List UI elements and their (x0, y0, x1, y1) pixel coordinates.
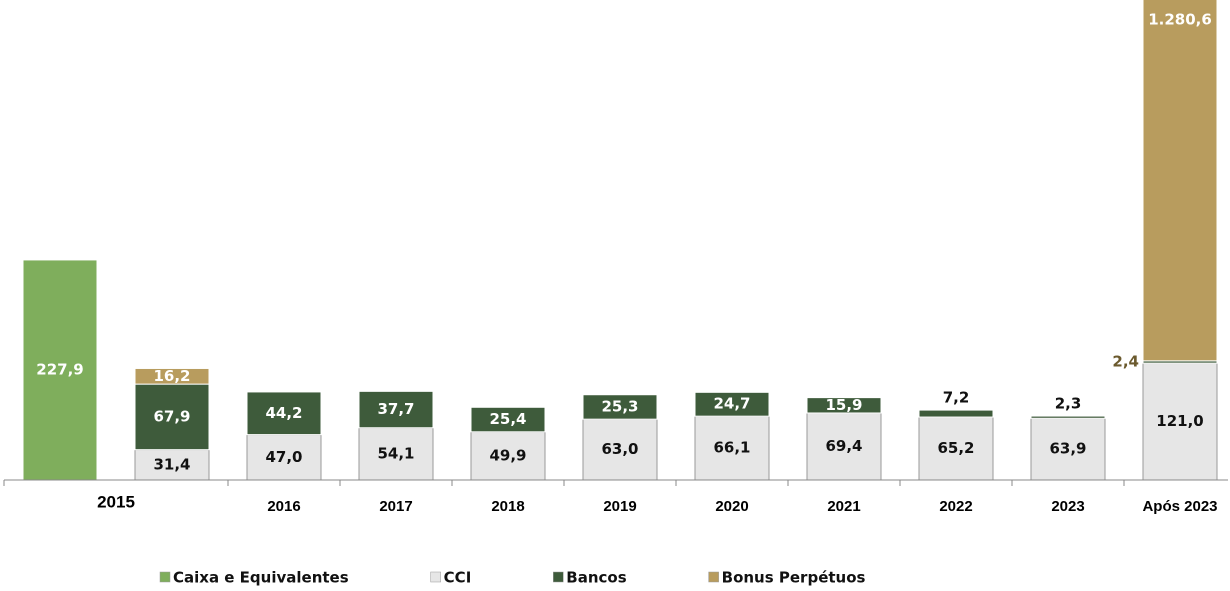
x-tick-label: 2015 (97, 492, 135, 511)
bar-segment (134, 449, 210, 480)
legend-swatch (553, 571, 564, 583)
legend-swatch (430, 571, 441, 583)
bar-segment (806, 412, 882, 480)
data-label: 25,3 (601, 397, 638, 415)
bar-segment (134, 367, 210, 385)
bar-segment (470, 406, 546, 433)
legend-label: CCI (444, 569, 472, 587)
x-tick-label: 2019 (603, 498, 636, 515)
bar-segment (358, 390, 434, 429)
x-tick-label: 2017 (379, 498, 412, 515)
bar-segment (22, 259, 98, 480)
data-label: 2,4 (1112, 352, 1139, 370)
bar-segment (470, 431, 546, 480)
data-label: 24,7 (713, 395, 750, 413)
bar-segment (918, 409, 994, 418)
bar-segment (1030, 415, 1106, 419)
x-tick-label: 2022 (939, 498, 972, 515)
x-tick-label: Após 2023 (1142, 498, 1217, 515)
data-label: 63,0 (601, 440, 638, 458)
data-label: 2,3 (1055, 395, 1082, 413)
data-label: 65,2 (937, 439, 974, 457)
bar-segment (1142, 0, 1218, 362)
data-label: 49,9 (489, 446, 526, 464)
data-label: 63,9 (1049, 440, 1086, 458)
bar-segment (1030, 417, 1106, 480)
bar-segment (246, 391, 322, 436)
data-label: 69,4 (825, 437, 862, 455)
x-tick-label: 2016 (267, 498, 300, 515)
data-label: 37,7 (377, 400, 414, 418)
legend-swatch (708, 571, 719, 583)
data-label: 47,0 (265, 448, 302, 466)
x-tick-label: 2020 (715, 498, 748, 515)
x-tick-label: 2023 (1051, 498, 1084, 515)
data-label: 44,2 (265, 404, 302, 422)
x-tick-label: 2021 (827, 498, 860, 515)
data-label: 25,4 (489, 410, 526, 428)
data-label: 16,2 (153, 367, 190, 385)
data-label: 67,9 (153, 407, 190, 425)
bar-segment (918, 416, 994, 480)
bar-segment (1142, 362, 1218, 480)
plot-area (22, 0, 1218, 480)
bar-segment (806, 397, 882, 414)
data-label: 15,9 (825, 396, 862, 414)
legend-label: Bonus Perpétuos (722, 569, 866, 587)
x-tick-label: 2018 (491, 498, 524, 515)
legend-swatch (159, 571, 171, 583)
data-label: 1.280,6 (1148, 11, 1212, 29)
data-label: 121,0 (1156, 412, 1203, 430)
data-label: 31,4 (153, 455, 190, 473)
bar-segment (694, 391, 770, 417)
data-label: 7,2 (943, 389, 970, 407)
data-label: 54,1 (377, 444, 414, 462)
legend-label: Bancos (566, 569, 626, 587)
bar-segment (134, 383, 210, 451)
legend-label: Caixa e Equivalentes (173, 569, 349, 587)
data-label: 227,9 (36, 360, 83, 378)
data-label: 66,1 (713, 439, 750, 457)
bar-segment (582, 394, 658, 420)
